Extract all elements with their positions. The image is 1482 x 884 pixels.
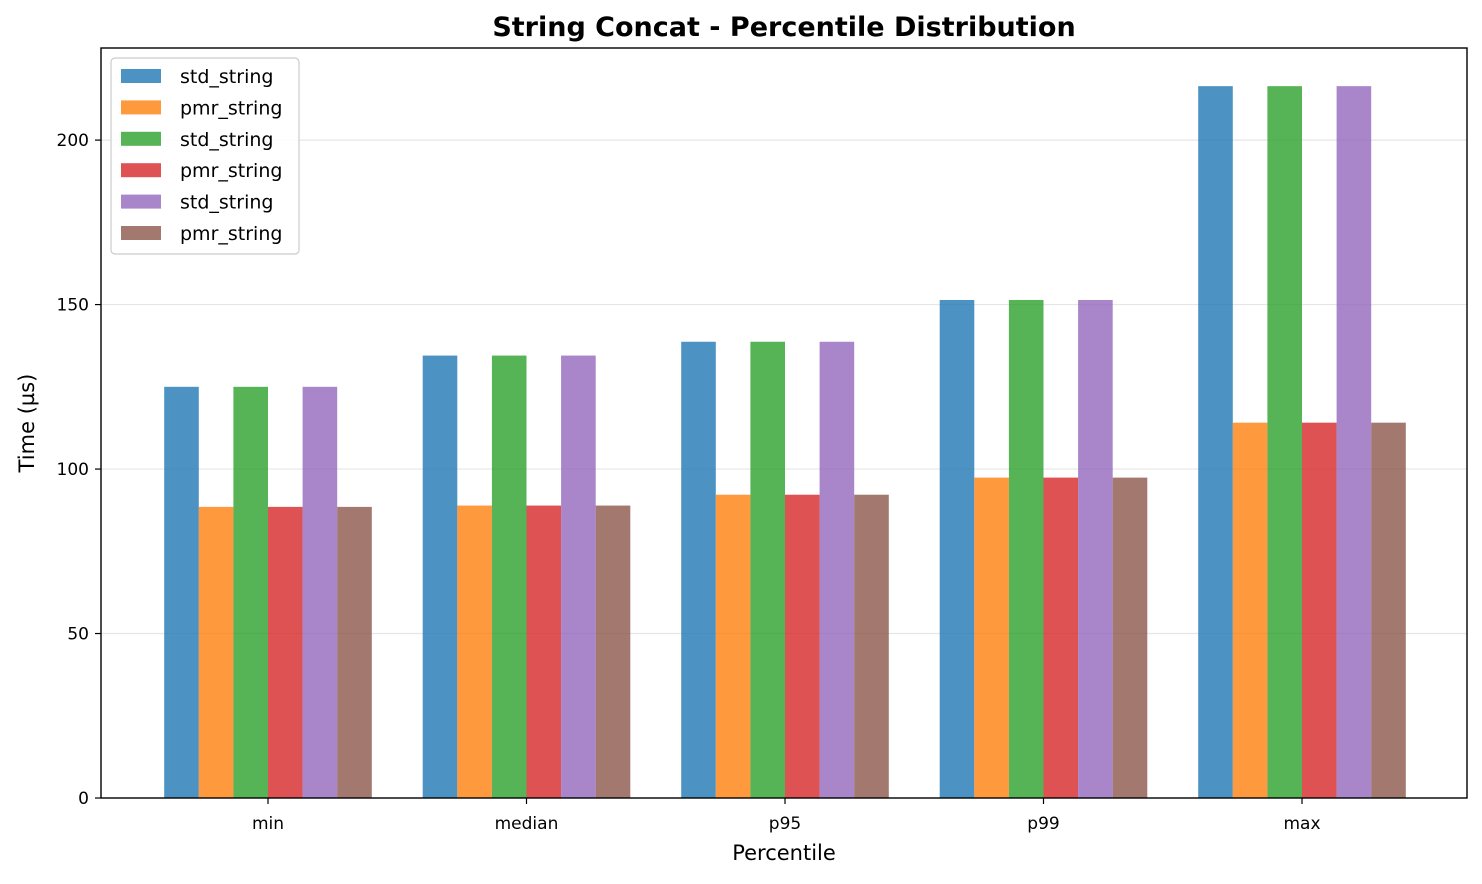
bar-max-series-1 [1198, 86, 1233, 798]
bar-max-series-2 [1232, 422, 1268, 798]
y-axis-label: Time (µs) [15, 374, 39, 474]
bar-p95-series-5 [819, 341, 855, 798]
bar-median-series-2 [457, 505, 492, 798]
x-tick-label: min [252, 814, 284, 834]
x-tick-label: max [1283, 814, 1320, 834]
legend-label: pmr_string [180, 97, 282, 119]
x-tick-label: median [495, 814, 559, 834]
bar-median-series-3 [491, 355, 527, 798]
bar-p99-series-6 [1112, 477, 1148, 798]
x-tick-label: p99 [1027, 814, 1059, 834]
legend-swatch [121, 163, 161, 178]
bar-min-series-1 [164, 386, 199, 798]
bar-p99-series-4 [1043, 477, 1079, 798]
bar-p99-series-2 [974, 477, 1009, 798]
x-axis: min median p95 p99 max [252, 798, 1321, 834]
bar-max-series-3 [1267, 86, 1302, 798]
legend-swatch [121, 226, 161, 240]
chart-title: String Concat - Percentile Distribution [492, 12, 1075, 43]
bar-p95-series-2 [715, 494, 751, 798]
legend-swatch [121, 100, 161, 115]
bar-min-series-6 [337, 506, 372, 798]
legend-label: std_string [180, 66, 273, 88]
legend-label: std_string [180, 192, 273, 214]
bar-median-series-6 [595, 505, 631, 798]
bar-median-series-5 [561, 355, 596, 798]
bar-min-series-3 [233, 386, 268, 798]
bar-p95-series-6 [854, 494, 889, 798]
legend-label: std_string [180, 129, 273, 151]
bar-max-series-5 [1336, 86, 1372, 798]
bar-min-series-5 [302, 386, 338, 798]
bar-p95-series-4 [785, 494, 820, 798]
bar-p95-series-3 [750, 341, 785, 798]
bar-median-series-4 [526, 505, 562, 798]
legend-label: pmr_string [180, 160, 282, 182]
x-tick-label: p95 [769, 814, 801, 834]
bar-min-series-2 [198, 506, 234, 798]
y-tick-label: 200 [57, 131, 89, 151]
bar-max-series-6 [1371, 422, 1406, 798]
bar-median-series-1 [422, 355, 458, 798]
y-tick-label: 50 [67, 625, 89, 645]
plot-frame [100, 47, 1468, 799]
y-tick-label: 150 [57, 296, 89, 316]
bar-p95-series-1 [681, 341, 716, 798]
bar-p99-series-3 [1008, 299, 1044, 798]
legend-swatch [121, 194, 161, 209]
bars [164, 86, 1406, 798]
legend-swatch [121, 69, 161, 83]
y-axis: 0 50 100 150 200 [57, 131, 101, 809]
y-tick-label: 100 [57, 460, 89, 480]
bar-min-series-4 [268, 506, 303, 798]
legend-swatch [121, 131, 161, 146]
bar-p99-series-5 [1078, 299, 1113, 798]
y-tick-label: 0 [78, 789, 89, 809]
bar-p99-series-1 [939, 299, 975, 798]
legend: std_string pmr_string std_string pmr_string… [110, 57, 300, 255]
bar-max-series-4 [1302, 422, 1337, 798]
x-axis-label: Percentile [732, 841, 836, 865]
legend-label: pmr_string [180, 223, 282, 245]
